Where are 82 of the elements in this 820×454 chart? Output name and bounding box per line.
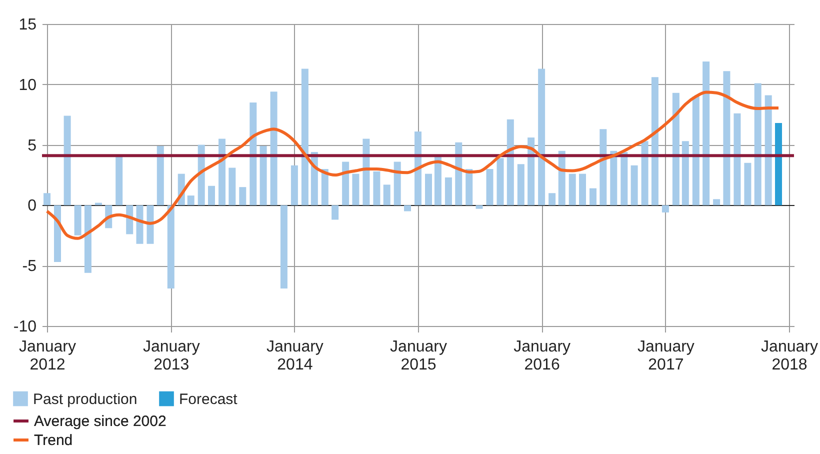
bar (692, 96, 700, 206)
bar (754, 83, 762, 206)
legend-label: Forecast (179, 390, 238, 408)
bar (424, 174, 432, 206)
bar (394, 162, 401, 206)
bar (301, 68, 308, 206)
bar (280, 205, 288, 289)
bar (270, 92, 278, 206)
bar (167, 205, 174, 289)
bar (506, 119, 514, 206)
bar (641, 141, 648, 206)
bar (218, 138, 226, 206)
legend-label: Past production (33, 390, 138, 408)
bar (496, 158, 504, 206)
bar (383, 184, 390, 206)
bar (290, 165, 298, 206)
x-tick-label: January 2016 (514, 338, 571, 374)
bar (321, 168, 328, 206)
bar (517, 164, 524, 206)
x-tick-label: January 2014 (266, 338, 324, 374)
x-tick-label: January 2012 (19, 338, 76, 374)
bar (74, 205, 82, 236)
bar (44, 193, 50, 206)
bar (362, 138, 370, 206)
bar (610, 150, 618, 206)
bar (434, 156, 442, 206)
bar (600, 129, 607, 206)
bar (672, 92, 680, 206)
x-tick-label: January 2015 (390, 338, 447, 374)
bar (538, 68, 546, 206)
x-tick-label: January 2018 (761, 338, 818, 374)
bar (352, 174, 360, 206)
bar (228, 168, 236, 206)
bar (744, 162, 752, 206)
bar (486, 168, 494, 206)
y-tick-label: 0 (28, 198, 37, 215)
bar (404, 205, 412, 212)
bar (54, 205, 61, 262)
bar (187, 196, 194, 206)
bar (682, 141, 689, 206)
bar (466, 168, 473, 206)
bar (590, 188, 597, 206)
x-tick-label: January 2017 (637, 338, 694, 374)
bar (373, 171, 380, 206)
bar (528, 138, 535, 206)
y-tick-label: 10 (18, 76, 37, 94)
bar (116, 156, 123, 206)
bar (332, 205, 339, 220)
legend-label: Average since 2002 (34, 413, 166, 430)
bar (342, 162, 350, 206)
bar (620, 152, 628, 206)
bar (156, 146, 164, 206)
bar (579, 174, 586, 206)
y-tick-label: 5 (28, 137, 37, 154)
bar (476, 205, 483, 209)
bar (239, 187, 246, 206)
bar (414, 132, 422, 206)
bar (662, 205, 669, 212)
bar (651, 77, 658, 206)
bar (136, 205, 144, 244)
bar (64, 116, 71, 206)
x-tick-label: January 2013 (142, 338, 200, 374)
bar (764, 95, 772, 206)
bar (734, 113, 741, 206)
bar (713, 199, 720, 206)
bar (444, 177, 452, 206)
bar (630, 165, 638, 206)
y-tick-label: 15 (18, 16, 37, 34)
bar (723, 71, 730, 206)
bar (568, 174, 576, 206)
y-tick-label: -5 (22, 258, 37, 276)
bar (208, 186, 216, 206)
legend-label: Trend (34, 432, 73, 449)
bar (775, 123, 782, 206)
y-tick-label: -10 (13, 318, 37, 336)
line-series (46, 90, 780, 240)
bar (250, 102, 257, 206)
bar (702, 61, 710, 206)
bar (548, 193, 556, 206)
bar (260, 146, 267, 206)
bar (146, 205, 154, 244)
bar (84, 205, 92, 273)
